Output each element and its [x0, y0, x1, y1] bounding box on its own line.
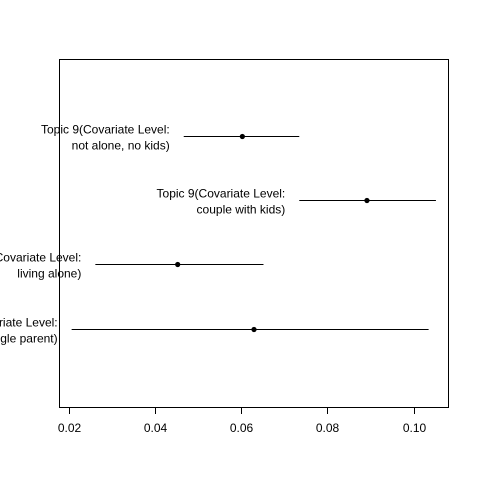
point-label: couple with kids)	[197, 203, 286, 217]
x-axis: 0.02 0.04 0.06 0.08 0.10	[58, 407, 427, 435]
point-label: Topic 9(Covariate Level:	[41, 123, 170, 137]
point-estimate	[364, 197, 370, 204]
chart-marks: Topic 9(Covariate Level: not alone, no ki…	[0, 123, 436, 346]
point-label: not alone, no kids)	[72, 139, 170, 153]
x-tick-label: 0.06	[230, 421, 254, 435]
x-tick-label: 0.08	[316, 421, 340, 435]
point-label: single parent)	[0, 332, 58, 346]
point-label: Topic 9(Covariate Level:	[0, 251, 81, 265]
x-tick-label: 0.10	[403, 421, 427, 435]
point-estimate	[251, 326, 257, 333]
x-tick-label: 0.04	[144, 421, 168, 435]
point-estimate	[175, 261, 181, 268]
point-label: Topic 9(Covariate Level:	[157, 187, 286, 201]
point-label: living alone)	[17, 267, 81, 281]
point-label: Topic 9(Covariate Level:	[0, 316, 58, 330]
plot-frame	[59, 59, 449, 408]
point-estimate	[239, 133, 245, 140]
x-tick-label: 0.02	[58, 421, 82, 435]
